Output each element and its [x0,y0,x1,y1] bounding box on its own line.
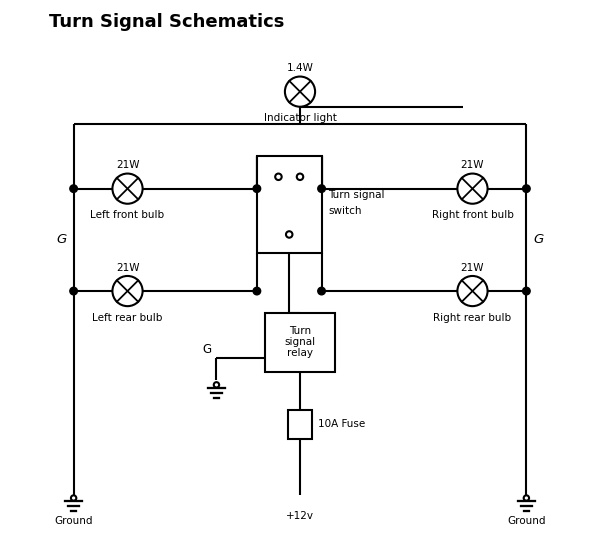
Circle shape [523,287,530,295]
Text: Turn: Turn [289,327,311,336]
Bar [257,156,322,253]
Text: Indicator light: Indicator light [263,113,337,123]
Circle shape [253,287,260,295]
Text: G: G [533,233,544,246]
Circle shape [318,185,325,192]
Circle shape [70,287,77,295]
Circle shape [457,174,488,204]
Text: 21W: 21W [461,160,484,170]
Bar [265,313,335,372]
Circle shape [112,174,143,204]
Text: 1.4W: 1.4W [287,63,313,73]
Text: Turn signal: Turn signal [328,190,385,200]
Text: switch: switch [328,206,362,216]
Text: Right rear bulb: Right rear bulb [433,313,512,323]
Circle shape [285,77,315,107]
Text: G: G [202,343,211,356]
Circle shape [318,287,325,295]
Text: 21W: 21W [461,262,484,273]
Text: Turn Signal Schematics: Turn Signal Schematics [49,13,285,31]
Text: Ground: Ground [507,516,545,527]
Text: G: G [56,233,67,246]
Circle shape [253,185,260,192]
Circle shape [523,185,530,192]
Text: Left front bulb: Left front bulb [91,210,164,220]
Text: relay: relay [287,348,313,358]
Circle shape [112,276,143,306]
Circle shape [457,276,488,306]
Text: +12v: +12v [286,511,314,521]
Text: Right front bulb: Right front bulb [431,210,514,220]
Text: Ground: Ground [55,516,93,527]
Text: Left rear bulb: Left rear bulb [92,313,163,323]
Text: 21W: 21W [116,160,139,170]
Bar [287,410,313,439]
Text: 10A Fuse: 10A Fuse [318,419,365,430]
Text: 21W: 21W [116,262,139,273]
Text: signal: signal [284,337,316,347]
Circle shape [70,185,77,192]
